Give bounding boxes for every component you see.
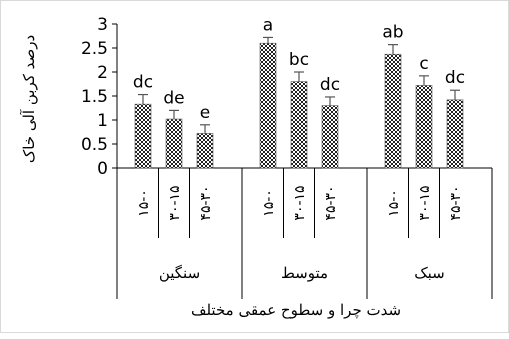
bar: [165, 118, 183, 169]
y-tick-label: 2.5: [81, 39, 108, 59]
bar: [384, 53, 402, 169]
category-label: ۳۰-۱۵: [167, 185, 183, 220]
significance-letter: dc: [445, 68, 465, 88]
category-label: ۳۰-۱۵: [292, 185, 308, 220]
category-label: ۴۵-۳۰: [323, 185, 339, 220]
bar: [321, 105, 339, 169]
y-tick-label: 2: [97, 63, 108, 83]
bar: [196, 133, 214, 169]
y-tick-label: 1: [97, 111, 108, 131]
group-label: متوسط: [281, 264, 328, 282]
group-label: سنگین: [159, 264, 200, 282]
y-tick-label: 0: [97, 159, 108, 179]
bar: [446, 99, 464, 169]
category-label: ۴۵-۳۰: [448, 185, 464, 220]
significance-letter: dc: [320, 75, 340, 95]
significance-letter: e: [200, 103, 210, 123]
significance-letter: a: [263, 15, 273, 35]
significance-letter: de: [163, 88, 184, 108]
y-axis-title: درصد کربن آلی خاک: [20, 35, 38, 163]
y-tick-label: 3: [97, 15, 108, 35]
category-label: ۳۰-۱۵: [417, 185, 433, 220]
y-tick-label: 1.5: [81, 87, 108, 107]
bar: [415, 85, 433, 169]
bar: [134, 103, 152, 169]
category-label: ۱۵-۰: [136, 189, 152, 217]
category-label: ۱۵-۰: [386, 189, 402, 217]
category-label: ۱۵-۰: [261, 189, 277, 217]
x-axis-title: شدت چرا و سطوح عمقی مختلف: [191, 301, 401, 319]
significance-letter: c: [419, 54, 428, 74]
significance-letter: ab: [382, 23, 403, 43]
significance-letter: bc: [289, 50, 309, 70]
category-label: ۴۵-۳۰: [198, 185, 214, 220]
bar: [290, 81, 308, 169]
bar: [259, 42, 277, 169]
y-tick-label: 0.5: [81, 135, 108, 155]
significance-letter: dc: [133, 73, 153, 93]
group-label: سبک: [414, 264, 445, 282]
